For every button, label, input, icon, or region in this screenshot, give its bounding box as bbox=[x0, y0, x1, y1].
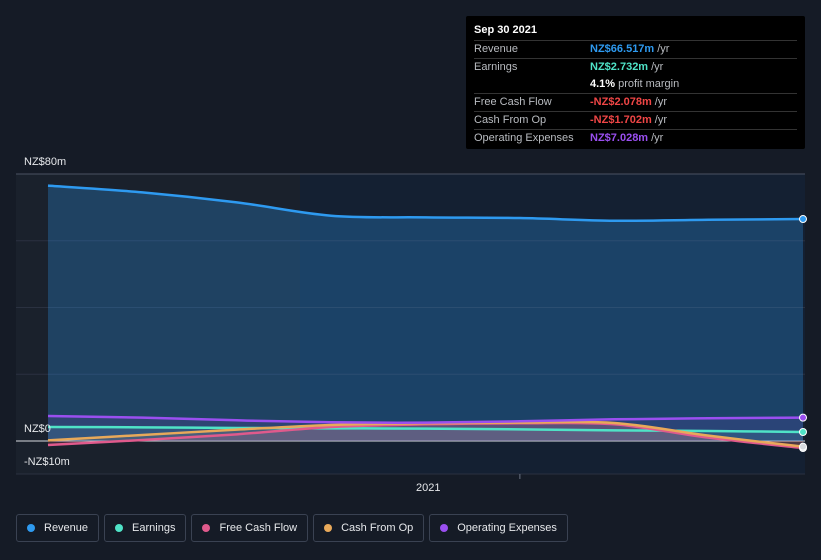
chart-area bbox=[16, 173, 807, 479]
tooltip-row-unit: /yr bbox=[654, 96, 667, 108]
tooltip-date: Sep 30 2021 bbox=[474, 24, 537, 36]
tooltip-row-value: NZ$2.732m bbox=[590, 61, 649, 73]
tooltip-row-label: Revenue bbox=[474, 43, 519, 55]
tooltip-row: Operating Expenses NZ$7.028m/yr bbox=[474, 129, 797, 147]
tooltip-row-value: -NZ$1.702m bbox=[590, 114, 652, 126]
cash-from-op-end-marker bbox=[799, 442, 807, 451]
y-axis-bottom-label: -NZ$10m bbox=[24, 456, 70, 468]
tooltip-row-unit: /yr bbox=[651, 61, 664, 73]
revenue-area bbox=[48, 185, 803, 441]
marker-layer bbox=[799, 215, 807, 453]
legend-item-earnings[interactable]: Earnings bbox=[104, 514, 187, 542]
tooltip-row-label: Operating Expenses bbox=[474, 132, 574, 144]
operating-expenses-dot-icon bbox=[440, 524, 449, 532]
operating-expenses-line bbox=[47, 414, 804, 424]
tooltip-row-unit: profit margin bbox=[618, 78, 680, 90]
y-axis-top-label: NZ$80m bbox=[24, 156, 67, 168]
cash-from-op-dot-icon bbox=[324, 524, 333, 532]
legend-label: Free Cash Flow bbox=[219, 522, 298, 534]
tooltip-row: Free Cash Flow -NZ$2.078m/yr bbox=[474, 93, 797, 111]
tooltip-row-label: Cash From Op bbox=[474, 114, 547, 126]
earnings-dot-icon bbox=[115, 524, 124, 532]
tooltip-row-value: 4.1% bbox=[590, 78, 616, 90]
tooltip-row: Earnings NZ$2.732m/yr bbox=[474, 58, 797, 76]
tooltip-row-unit: /yr bbox=[651, 132, 664, 144]
tooltip-row-value: NZ$66.517m bbox=[590, 43, 655, 55]
y-axis-zero-label: NZ$0 bbox=[24, 423, 51, 435]
tooltip-row-label bbox=[474, 76, 590, 93]
tooltip-row-label: Free Cash Flow bbox=[474, 96, 552, 108]
revenue-dot-icon bbox=[27, 524, 35, 532]
legend-label: Earnings bbox=[132, 522, 176, 534]
past-period-shade bbox=[16, 174, 300, 474]
legend-item-cash-from-op[interactable]: Cash From Op bbox=[313, 514, 425, 542]
legend-item-revenue[interactable]: Revenue bbox=[16, 514, 100, 542]
tooltip-row-unit: /yr bbox=[657, 43, 670, 55]
operating-expenses-end-marker bbox=[799, 413, 807, 422]
tooltip-row-value: NZ$7.028m bbox=[590, 132, 649, 144]
legend-item-operating-expenses[interactable]: Operating Expenses bbox=[429, 514, 568, 542]
tooltip-row-unit: /yr bbox=[654, 114, 667, 126]
free-cash-flow-dot-icon bbox=[202, 524, 211, 532]
revenue-end-marker bbox=[799, 215, 807, 224]
legend-label: Cash From Op bbox=[341, 522, 414, 534]
x-axis-tick-2021: 2021 bbox=[416, 482, 441, 494]
tooltip-row: 4.1% profit margin bbox=[474, 76, 797, 93]
data-tooltip: Sep 30 2021 Revenue NZ$66.517m/yr Earnings… bbox=[466, 16, 805, 149]
legend: Revenue Earnings Free Cash Flow Cash From O… bbox=[16, 514, 568, 542]
area-layer bbox=[48, 185, 803, 449]
revenue-line bbox=[47, 184, 804, 223]
tooltip-row-value: -NZ$2.078m bbox=[590, 96, 652, 108]
tooltip-row-label: Earnings bbox=[474, 61, 518, 73]
tooltip-row: Revenue NZ$66.517m/yr bbox=[474, 40, 797, 58]
legend-label: Revenue bbox=[44, 522, 89, 534]
gridlines bbox=[16, 173, 805, 479]
earnings-end-marker bbox=[799, 427, 807, 436]
legend-label: Operating Expenses bbox=[457, 522, 557, 534]
line-layer bbox=[47, 184, 804, 450]
cash-from-op-area bbox=[48, 421, 803, 447]
tooltip-row: Cash From Op -NZ$1.702m/yr bbox=[474, 111, 797, 129]
legend-item-free-cash-flow[interactable]: Free Cash Flow bbox=[191, 514, 309, 542]
